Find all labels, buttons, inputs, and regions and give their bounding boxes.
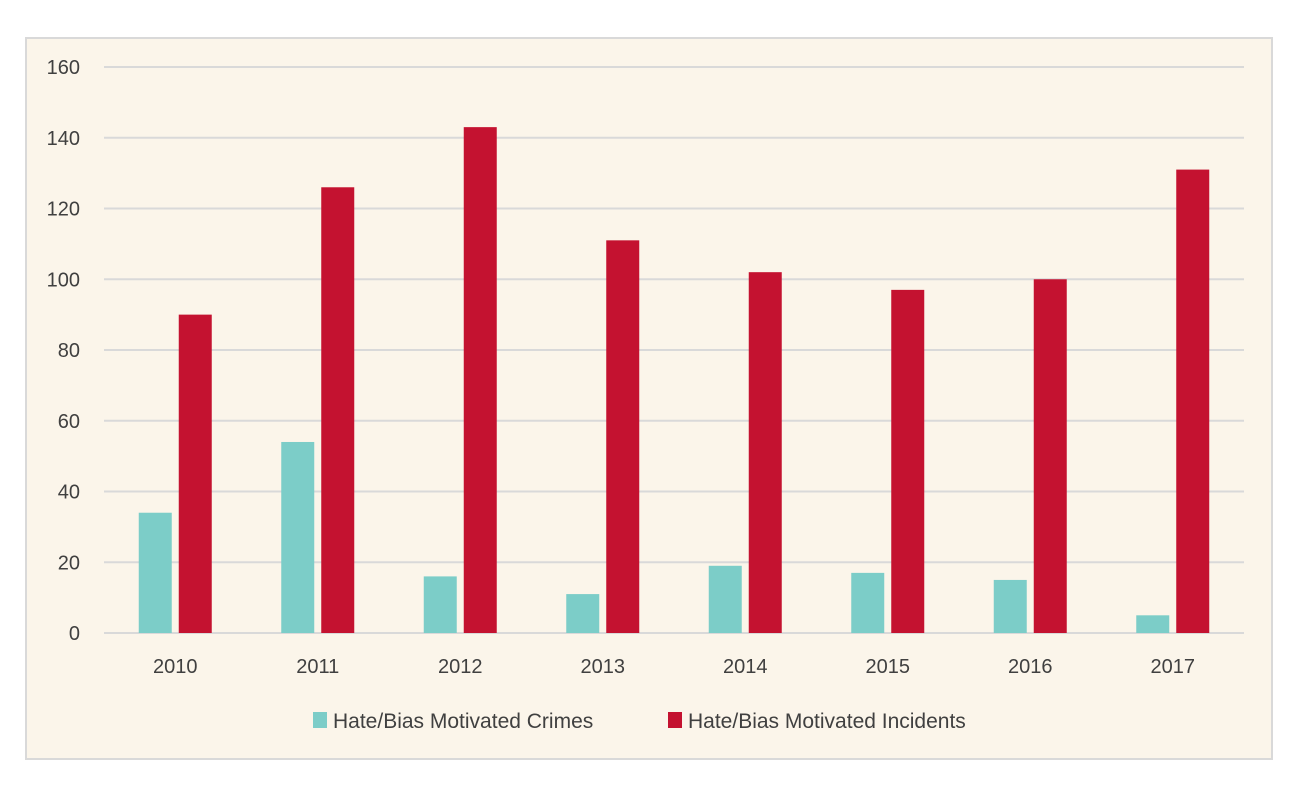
bar-crimes-2015: [851, 572, 885, 633]
bar-incidents-2013: [606, 240, 640, 633]
legend: Hate/Bias Motivated Crimes Hate/Bias Moti…: [313, 710, 966, 733]
x-tick-label: 2014: [723, 656, 768, 678]
bars: [138, 127, 1210, 633]
y-tick-label: 40: [58, 482, 80, 504]
bar-incidents-2015: [891, 289, 925, 633]
x-tick-label: 2013: [581, 656, 626, 678]
x-tick-label: 2012: [438, 656, 483, 678]
y-tick-label: 60: [58, 411, 80, 433]
y-tick-label: 80: [58, 340, 80, 362]
bar-incidents-2012: [463, 127, 497, 633]
x-tick-label: 2017: [1151, 656, 1196, 678]
legend-label: Hate/Bias Motivated Crimes: [333, 710, 593, 733]
y-tick-label: 120: [47, 199, 80, 221]
y-tick-label: 140: [47, 128, 80, 150]
x-tick-label: 2015: [866, 656, 911, 678]
bar-crimes-2010: [138, 512, 172, 633]
y-tick-label: 20: [58, 552, 80, 574]
bar-crimes-2011: [281, 441, 315, 633]
gridlines: [104, 66, 1244, 634]
legend-swatch: [313, 712, 327, 728]
y-axis-tick-labels: 0 20 40 60 80 100 120 140 160: [47, 57, 80, 645]
bar-crimes-2012: [423, 576, 457, 633]
bar-crimes-2016: [993, 579, 1027, 633]
bar-incidents-2010: [178, 314, 212, 633]
x-tick-label: 2011: [296, 656, 339, 678]
legend-label: Hate/Bias Motivated Incidents: [688, 710, 966, 733]
bar-crimes-2017: [1136, 615, 1170, 633]
legend-swatch: [668, 712, 682, 728]
x-tick-label: 2010: [153, 656, 198, 678]
bar-incidents-2014: [748, 272, 782, 633]
bar-crimes-2013: [566, 594, 600, 633]
x-axis-tick-labels: 2010 2011 2012 2013 2014 2015 2016 2017: [153, 656, 1195, 678]
y-tick-label: 0: [69, 623, 80, 645]
bar-crimes-2014: [708, 565, 742, 633]
bar-incidents-2011: [321, 187, 355, 633]
y-tick-label: 160: [47, 57, 80, 79]
bar-incidents-2016: [1033, 279, 1067, 633]
y-tick-label: 100: [47, 269, 80, 291]
bar-incidents-2017: [1176, 169, 1210, 633]
x-tick-label: 2016: [1008, 656, 1053, 678]
